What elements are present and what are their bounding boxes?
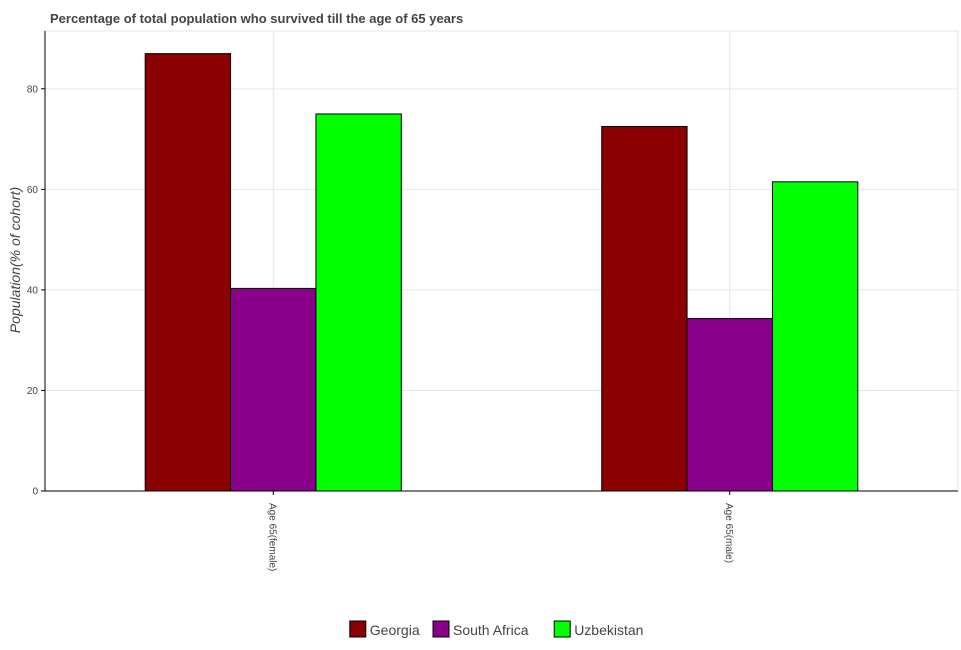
axes bbox=[41, 31, 958, 495]
bar-south-africa bbox=[230, 287, 317, 492]
y-tick-label: 20 bbox=[27, 386, 39, 397]
legend-item: South Africa bbox=[432, 620, 529, 638]
legend-label: South Africa bbox=[453, 622, 529, 638]
legend-swatch bbox=[349, 620, 367, 638]
y-tick-label: 80 bbox=[27, 84, 39, 95]
bar-georgia bbox=[601, 126, 688, 492]
y-tick-label: 0 bbox=[32, 487, 38, 498]
bar-uzbekistan bbox=[315, 113, 402, 492]
legend-item: Uzbekistan bbox=[553, 620, 643, 638]
legend-swatch bbox=[553, 620, 571, 638]
x-tick-label: Age 65(female) bbox=[266, 503, 277, 571]
legend: Georgia South Africa Uzbekistan bbox=[349, 620, 643, 638]
bars bbox=[144, 53, 859, 492]
tick-labels: 0 20 40 60 80 Age 65(female) Age 65(male) bbox=[27, 84, 734, 571]
chart-title: Percentage of total population who survi… bbox=[50, 11, 463, 26]
legend-swatch bbox=[432, 620, 450, 638]
legend-label: Uzbekistan bbox=[574, 622, 643, 638]
y-tick-label: 40 bbox=[27, 285, 39, 296]
legend-item: Georgia bbox=[349, 620, 420, 638]
y-tick-label: 60 bbox=[27, 185, 39, 196]
bar-georgia bbox=[144, 53, 232, 492]
legend-label: Georgia bbox=[370, 622, 420, 638]
x-tick-label: Age 65(male) bbox=[723, 503, 734, 563]
y-axis-label: Population(% of cohort) bbox=[7, 187, 23, 333]
bar-south-africa bbox=[686, 318, 773, 492]
bar-uzbekistan bbox=[771, 181, 859, 492]
